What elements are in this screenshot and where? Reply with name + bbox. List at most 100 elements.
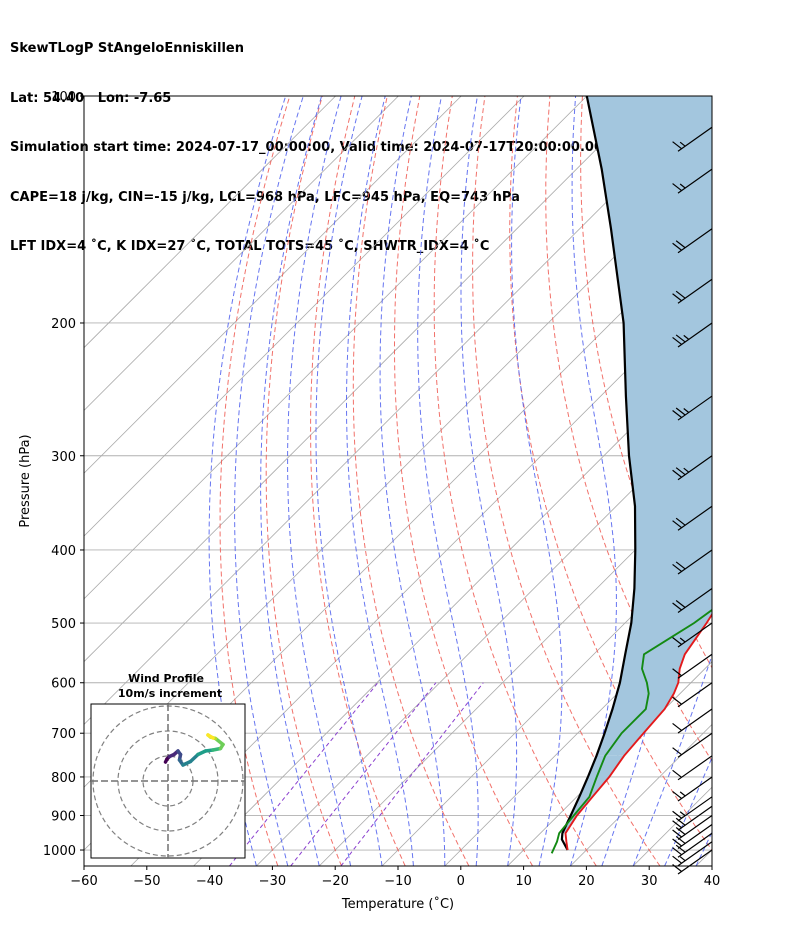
barb-flag	[675, 290, 686, 299]
y-axis-label: Pressure (hPa)	[18, 434, 33, 527]
wind-barb	[672, 732, 713, 758]
moist-adiabat	[379, 96, 446, 866]
barb-staff	[677, 682, 713, 708]
wind-barb	[672, 755, 713, 781]
barb-staff	[677, 322, 713, 348]
x-tick-label: 20	[578, 874, 595, 889]
dry-adiabat	[777, 96, 794, 866]
wind-barb	[672, 505, 713, 531]
dry-adiabat	[745, 96, 794, 866]
x-tick-label: −50	[133, 874, 160, 889]
chart-header: SkewTLogP StAngeloEnniskillen Lat: 54.40…	[10, 8, 603, 272]
wind-barb	[672, 832, 713, 858]
y-tick-label: 900	[51, 810, 76, 825]
barb-staff	[677, 805, 713, 831]
wind-barb	[672, 588, 713, 614]
moist-adiabat	[460, 96, 518, 866]
x-tick-label: −30	[259, 874, 286, 889]
moist-adiabat	[234, 96, 304, 866]
barb-staff	[677, 168, 713, 194]
hodograph-inset: Wind Profile 10m/s increment	[90, 672, 246, 859]
barb-staff	[677, 228, 713, 254]
hodograph-title: Wind Profile	[128, 672, 204, 685]
x-axis-label: Temperature (˚C)	[341, 896, 454, 912]
wind-barb	[672, 455, 713, 481]
hodograph-subtitle: 10m/s increment	[118, 687, 222, 700]
isotherm-line	[84, 96, 399, 411]
isotherm-line	[570, 723, 712, 866]
wind-barb	[672, 815, 713, 841]
barb-half-flag	[679, 791, 686, 797]
simulation-times: Simulation start time: 2024-07-17_00:00:…	[10, 140, 603, 155]
barb-flag	[672, 183, 682, 192]
x-tick-label: −20	[321, 874, 348, 889]
dry-adiabat	[433, 96, 597, 866]
moist-adiabat	[632, 653, 712, 866]
moist-adiabat	[601, 96, 684, 866]
dry-adiabat	[219, 96, 291, 866]
x-tick-label: −60	[70, 874, 97, 889]
barb-staff	[677, 824, 713, 849]
isotherm-line	[84, 96, 650, 663]
barb-staff	[677, 815, 713, 841]
dry-adiabat	[472, 96, 661, 866]
barb-flag	[672, 747, 682, 756]
wind-barb	[672, 805, 713, 831]
dry-adiabat	[265, 96, 343, 866]
moist-adiabat	[569, 96, 617, 866]
isotherm-line	[444, 598, 712, 866]
chart-title: SkewTLogP StAngeloEnniskillen	[10, 41, 244, 56]
moist-adiabat	[511, 96, 563, 866]
barb-staff	[677, 653, 713, 679]
barb-flag	[672, 769, 682, 778]
barb-flag	[675, 407, 686, 416]
barb-flag	[672, 293, 682, 302]
barb-flag	[672, 637, 682, 645]
barb-half-flag	[679, 141, 686, 147]
barb-staff	[677, 841, 713, 867]
y-tick-label: 100	[51, 90, 76, 105]
barb-flag	[672, 820, 682, 829]
dewpoint-line	[550, 608, 712, 854]
y-tick-label: 200	[51, 317, 76, 332]
barb-staff	[677, 395, 713, 421]
hodograph-segment	[206, 733, 215, 740]
barb-staff	[677, 505, 713, 531]
moist-adiabat	[417, 96, 479, 866]
temperature-line	[564, 612, 712, 851]
barb-staff	[677, 622, 713, 648]
dry-adiabat	[509, 96, 712, 851]
barb-half-flag	[679, 637, 686, 643]
barb-flag	[672, 520, 682, 529]
mixing-ratio-line	[290, 682, 437, 866]
wind-barb	[672, 278, 713, 304]
moist-adiabat	[287, 96, 352, 866]
barb-staff	[677, 549, 713, 575]
barb-flag	[675, 826, 686, 835]
dry-adiabat	[580, 96, 712, 669]
wind-barb	[672, 622, 713, 648]
barb-flag	[672, 810, 682, 819]
barb-flag	[675, 817, 686, 826]
isotherm-line	[130, 284, 712, 866]
barb-flag	[675, 240, 686, 249]
barb-half-flag	[679, 856, 686, 862]
moist-adiabat	[346, 96, 414, 866]
barb-flag	[675, 835, 686, 844]
y-tick-label: 600	[51, 677, 76, 692]
isotherm-line	[84, 96, 712, 725]
cape-shading	[586, 96, 712, 756]
barb-staff	[677, 832, 713, 858]
barb-flag	[672, 563, 682, 572]
barb-staff	[677, 278, 713, 304]
y-tick-label: 800	[51, 771, 76, 786]
moist-adiabat	[208, 96, 287, 866]
wind-barb	[672, 395, 713, 421]
barb-staff	[677, 588, 713, 614]
x-tick-label: −40	[196, 874, 223, 889]
barb-staff	[677, 455, 713, 481]
barb-flag	[675, 334, 686, 343]
barb-flag	[672, 722, 682, 731]
barb-flag	[672, 838, 682, 847]
isotherm-line	[84, 96, 588, 600]
